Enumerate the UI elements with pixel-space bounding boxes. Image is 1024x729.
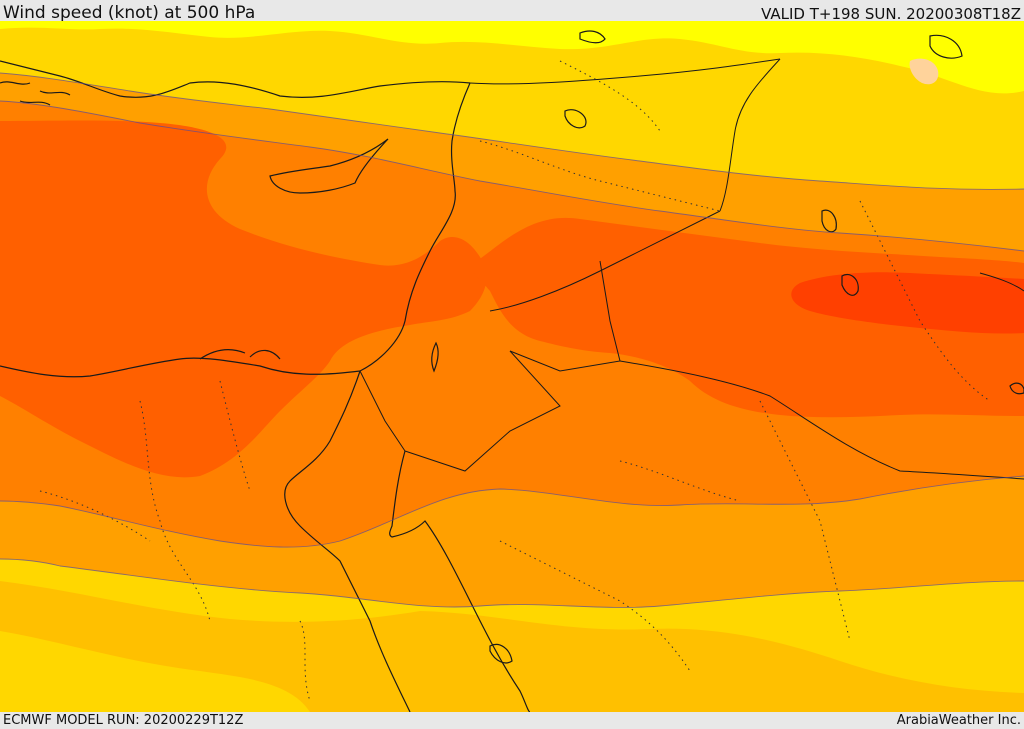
coastlines [0, 30, 1024, 712]
model-run-label: ECMWF MODEL RUN: 20200229T12Z [3, 713, 244, 728]
land-patch-ne [909, 58, 939, 85]
map-title: Wind speed (knot) at 500 hPa [3, 3, 256, 23]
band-very-high-west [0, 120, 487, 478]
political-borders [359, 58, 1024, 480]
isotach-contours [0, 72, 1024, 608]
credit-label: ArabiaWeather Inc. [896, 713, 1021, 728]
wind-speed-map[interactable] [0, 21, 1024, 712]
footer-bar: ECMWF MODEL RUN: 20200229T12Z ArabiaWeat… [0, 712, 1024, 729]
valid-time-label: VALID T+198 SUN. 20200308T18Z [761, 5, 1021, 23]
band-very-high-east [470, 217, 1024, 418]
map-canvas [0, 21, 1024, 712]
band-low-south [0, 631, 310, 712]
band-medium-south [0, 581, 1024, 712]
band-jet-core [791, 272, 1024, 334]
band-lowest [0, 21, 1024, 94]
header-bar: Wind speed (knot) at 500 hPa VALID T+198… [0, 0, 1024, 23]
